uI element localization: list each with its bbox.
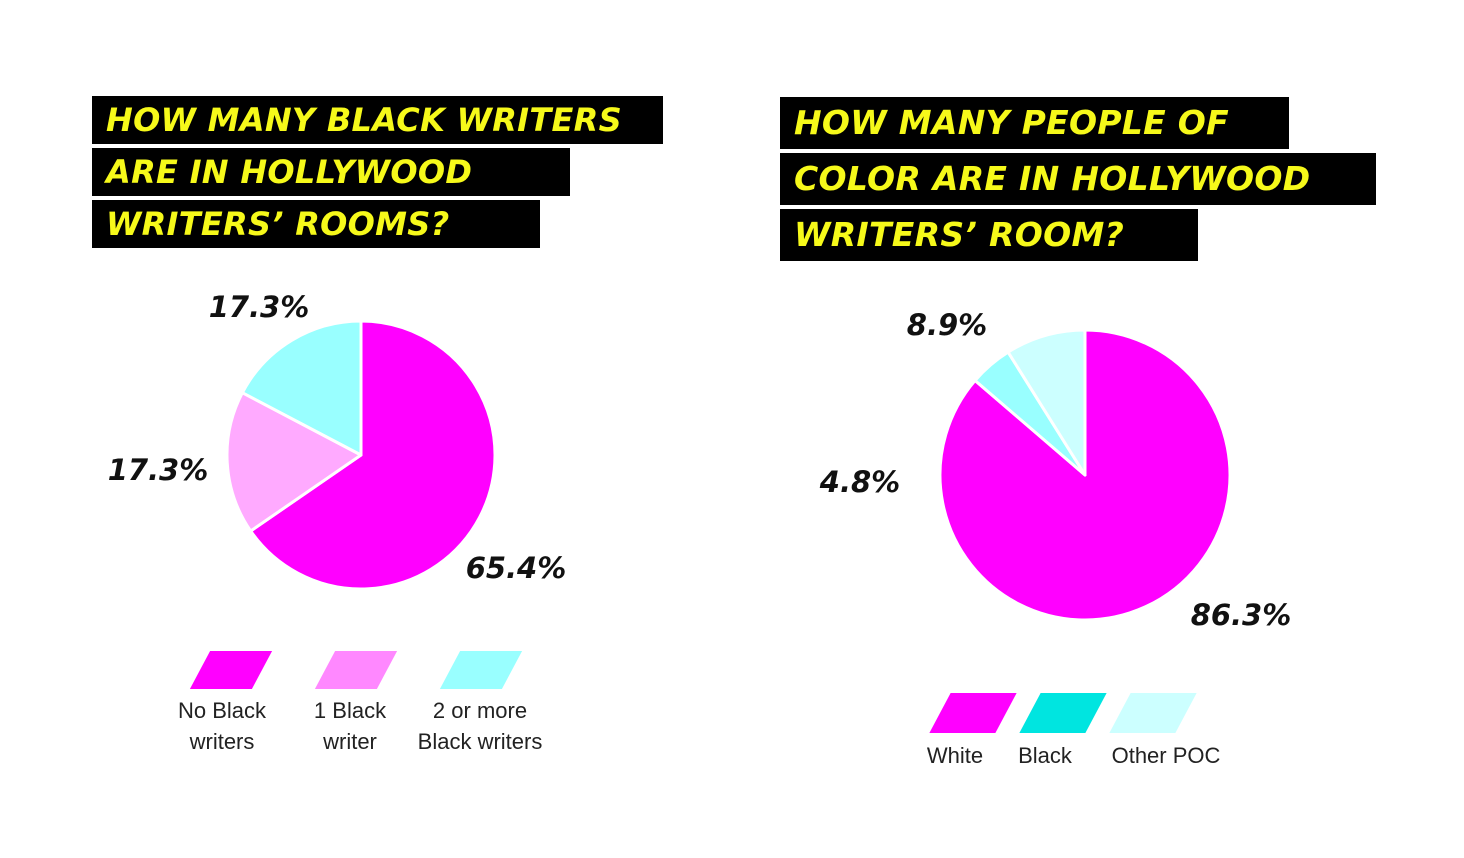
- legend-label-black: Black: [1018, 743, 1072, 768]
- pie-slice-other-poc: [1006, 328, 1087, 477]
- chart-title-line-2: COLOR ARE IN HOLLYWOOD: [780, 153, 1376, 205]
- chart-title-line-1: HOW MANY BLACK WRITERS: [92, 96, 663, 144]
- data-label-2-or-more-black-writers: 17.3%: [209, 290, 310, 324]
- pie-slice-no-black-writers: [249, 319, 497, 591]
- data-label-1-black-writer: 17.3%: [108, 453, 209, 487]
- chart-title-line-3: WRITERS’ ROOM?: [780, 209, 1198, 261]
- pie-chart-black-writers: 65.4% 17.3% 17.3%: [108, 290, 567, 591]
- legend-label-white: White: [926, 743, 984, 768]
- pie-slice-1-black-writer: [225, 391, 363, 533]
- data-label-other-poc: 8.9%: [907, 308, 987, 342]
- data-label-no-black-writers: 65.4%: [466, 551, 567, 585]
- data-label-black: 4.8%: [819, 465, 900, 499]
- legend-label-1-black-writer: 1 Black writer: [313, 698, 387, 754]
- legend-label-2-or-more-black-writers: 2 or more Black writers: [417, 698, 543, 754]
- pie-chart-people-of-color: 86.3% 4.8% 8.9%: [819, 308, 1292, 632]
- data-label-white: 86.3%: [1191, 598, 1292, 632]
- pie-slice-2-or-more-black-writers: [240, 319, 363, 457]
- chart-title-line-3: WRITERS’ ROOMS?: [92, 200, 540, 248]
- chart-panel-people-of-color: HOW MANY PEOPLE OF COLOR ARE IN HOLLYWOO…: [732, 0, 1464, 858]
- chart-title-line-2: ARE IN HOLLYWOOD: [92, 148, 570, 196]
- legend-label-other-poc: Other POC: [1111, 743, 1221, 768]
- chart-panel-black-writers: HOW MANY BLACK WRITERS ARE IN HOLLYWOOD …: [92, 96, 663, 754]
- chart-title-line-1: HOW MANY PEOPLE OF: [780, 97, 1289, 149]
- legend-label-no-black-writers: No Black writers: [177, 698, 267, 754]
